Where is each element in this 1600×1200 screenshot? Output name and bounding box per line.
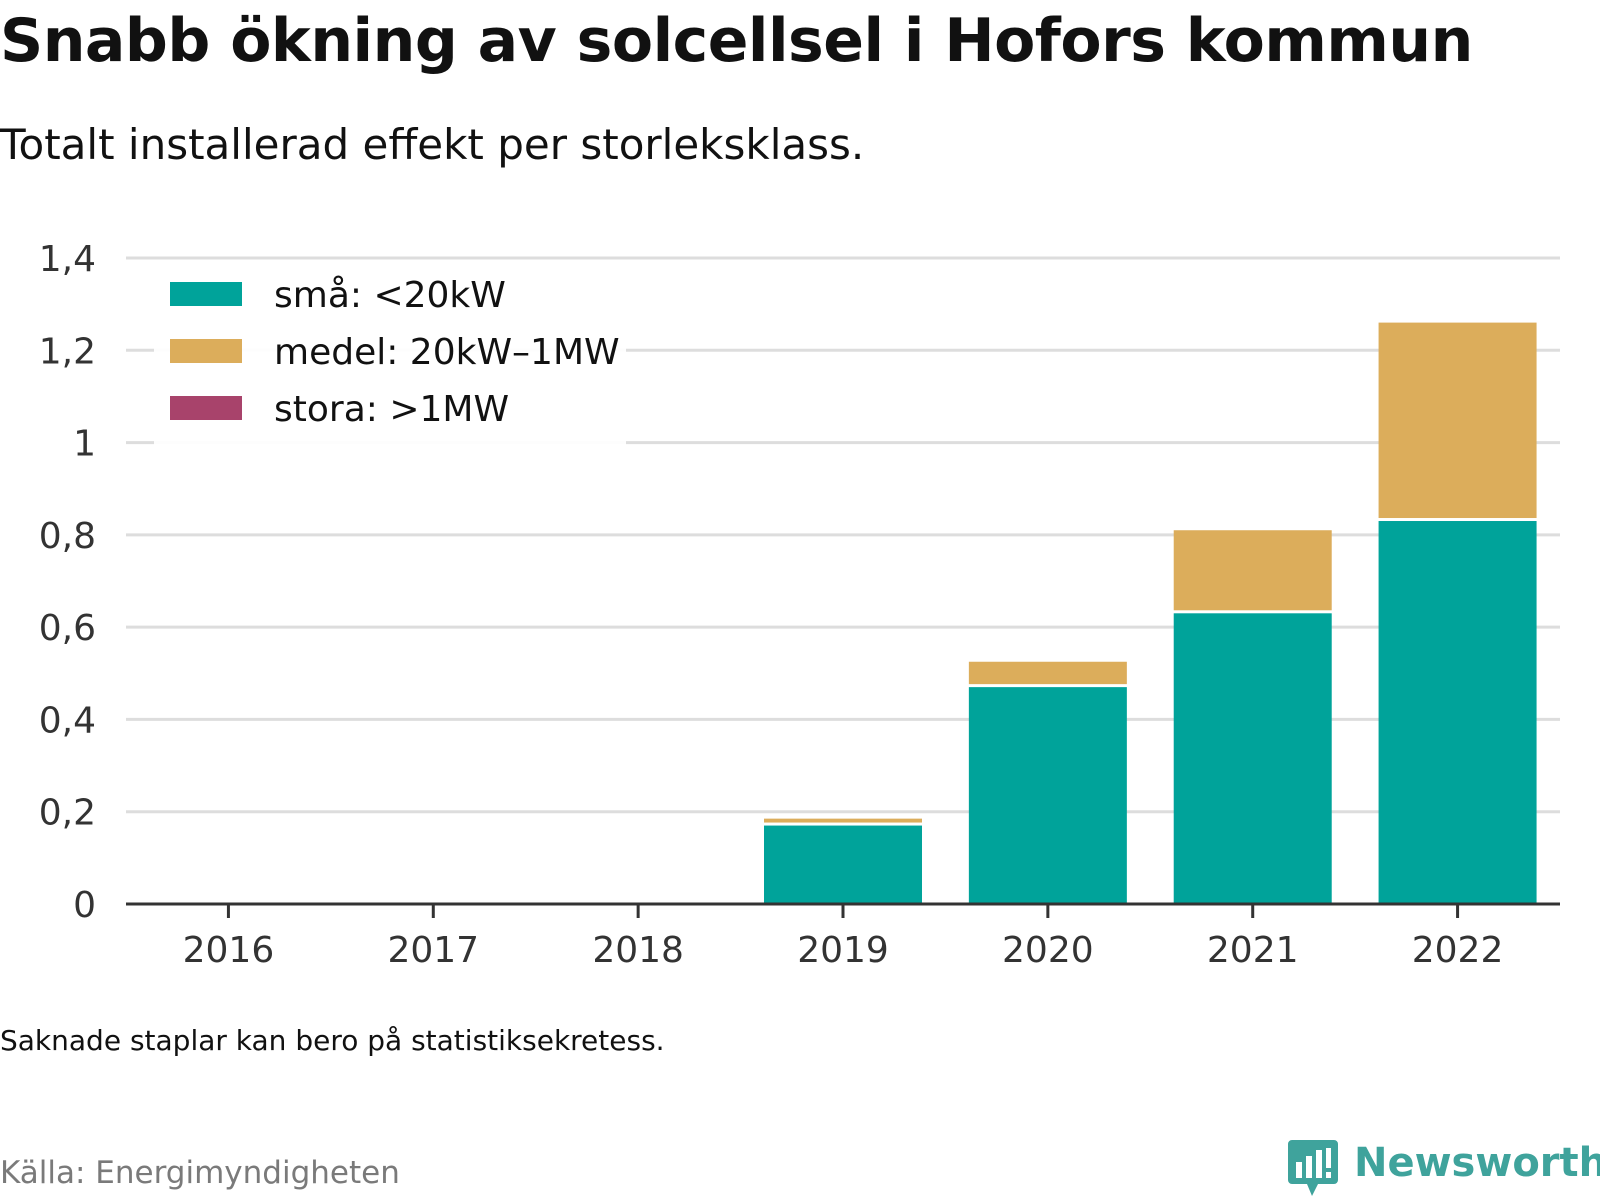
bar-segment [1378, 322, 1537, 519]
newsworthy-logo: Newsworthy [1288, 1138, 1600, 1200]
bar-segment [1173, 530, 1332, 611]
x-tick-label: 2016 [183, 930, 275, 971]
legend-swatch [170, 282, 242, 306]
x-axis-tick-labels: 2016 2017 2018 2019 2020 2021 2022 [183, 930, 1504, 971]
x-tick-label: 2017 [387, 930, 479, 971]
y-tick-label: 0,2 [39, 793, 96, 834]
chart-subtitle: Totalt installerad effekt per storlekskl… [0, 120, 865, 169]
bar-segment [968, 661, 1127, 685]
y-tick-label: 0 [73, 885, 96, 926]
x-tick-label: 2022 [1412, 930, 1504, 971]
y-axis-tick-labels: 0 0,2 0,4 0,6 0,8 1 1,2 1,4 [39, 239, 96, 926]
footnote: Saknade staplar kan bero på statistiksek… [0, 1024, 665, 1057]
x-tick-label: 2018 [592, 930, 684, 971]
x-axis [126, 902, 1560, 918]
y-tick-label: 1,2 [39, 331, 96, 372]
legend-swatch [170, 396, 242, 420]
x-tick-label: 2021 [1207, 930, 1299, 971]
x-tick-label: 2019 [797, 930, 889, 971]
chart-title: Snabb ökning av solcellsel i Hofors komm… [0, 6, 1473, 76]
legend-label: medel: 20kW–1MW [274, 332, 620, 373]
newsworthy-logo-icon [1288, 1140, 1338, 1196]
y-tick-label: 0,8 [39, 516, 96, 557]
x-tick-label: 2020 [1002, 930, 1094, 971]
y-tick-label: 1 [73, 424, 96, 465]
bar-segment [764, 825, 922, 904]
legend-swatch [170, 339, 242, 363]
bar-segment [1173, 613, 1332, 904]
bar-segment [1378, 521, 1537, 904]
y-tick-label: 0,6 [39, 608, 96, 649]
bars [764, 322, 1537, 904]
newsworthy-brand-name: Newsworthy [1354, 1140, 1600, 1186]
bar-segment [968, 687, 1127, 904]
bar-segment [764, 818, 922, 823]
legend: små: <20kW medel: 20kW–1MW stora: >1MW [154, 262, 626, 446]
y-tick-label: 0,4 [39, 700, 96, 741]
y-tick-label: 1,4 [39, 239, 96, 280]
stacked-bar-chart: 0 0,2 0,4 0,6 0,8 1 1,2 1,4 2016 2017 2018 2019 202… [39, 239, 1560, 971]
source-label: Källa: Energimyndigheten [0, 1155, 400, 1191]
legend-label: små: <20kW [274, 275, 506, 316]
legend-label: stora: >1MW [274, 389, 509, 430]
